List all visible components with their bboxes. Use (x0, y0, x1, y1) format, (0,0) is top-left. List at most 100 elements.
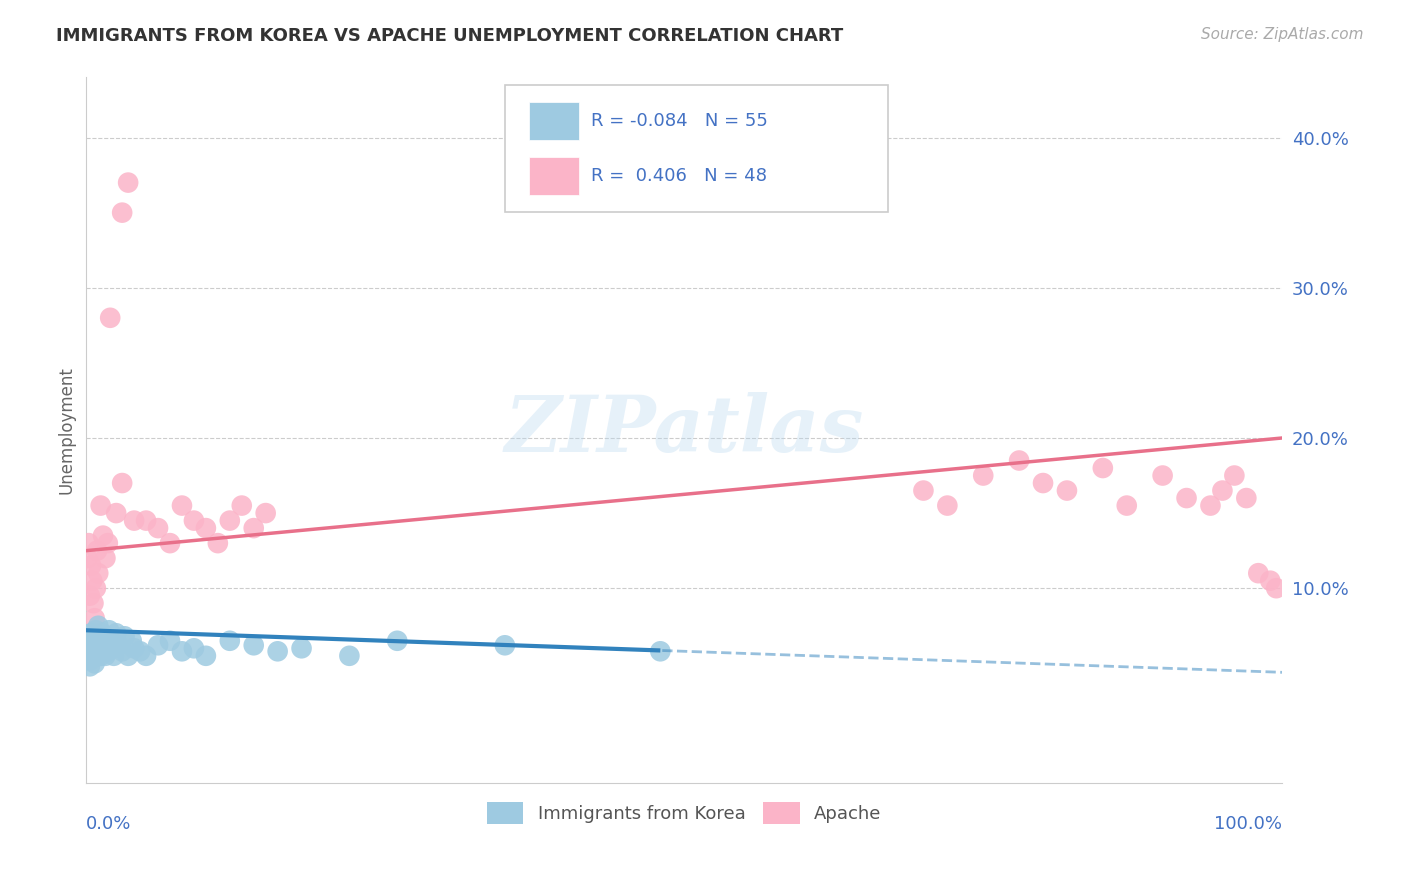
Point (266, 644, 288, 658)
Point (86, 629, 108, 643)
Legend: Immigrants from Korea, Apache: Immigrants from Korea, Apache (479, 795, 889, 831)
Y-axis label: Unemployment: Unemployment (58, 367, 75, 494)
Point (90, 648, 112, 663)
Point (80, 633, 103, 648)
Point (87, 566, 110, 581)
Point (105, 626, 128, 640)
Point (1199, 499, 1222, 513)
FancyBboxPatch shape (529, 156, 579, 194)
Point (290, 641, 312, 656)
Point (218, 633, 240, 648)
Point (84, 581, 107, 595)
Point (1115, 499, 1137, 513)
Point (339, 648, 361, 663)
Point (83, 633, 105, 648)
Point (207, 536, 229, 550)
Point (170, 499, 193, 513)
Point (105, 506, 128, 520)
Point (98, 624, 121, 638)
Point (79, 653, 101, 667)
Point (1032, 476, 1054, 491)
Point (387, 633, 409, 648)
Point (76, 648, 98, 663)
Point (96, 638, 118, 652)
Point (936, 499, 959, 513)
Point (76, 551, 98, 566)
Point (650, 644, 672, 658)
Point (183, 641, 205, 656)
Point (83, 657, 105, 671)
Point (912, 483, 935, 498)
Point (1258, 574, 1281, 588)
Point (79, 641, 101, 656)
Point (111, 205, 134, 219)
Point (97, 536, 120, 550)
Point (84, 641, 107, 656)
Point (254, 506, 277, 520)
Point (1223, 468, 1246, 483)
Point (1234, 491, 1257, 505)
Point (494, 638, 516, 652)
Point (77, 638, 100, 652)
Point (91, 641, 114, 656)
Point (1211, 483, 1233, 498)
Point (231, 499, 253, 513)
Point (80, 558, 103, 573)
Point (135, 514, 157, 528)
Point (94, 551, 117, 566)
Point (146, 521, 169, 535)
Point (82, 648, 104, 663)
Point (80, 626, 103, 640)
Point (89, 644, 111, 658)
Point (77, 536, 100, 550)
Text: 100.0%: 100.0% (1215, 815, 1282, 833)
Point (90, 499, 112, 513)
Point (170, 644, 193, 658)
Point (98, 633, 121, 648)
Text: R =  0.406   N = 48: R = 0.406 N = 48 (591, 167, 768, 185)
Point (1056, 483, 1078, 498)
FancyBboxPatch shape (529, 103, 579, 140)
Point (1008, 453, 1031, 467)
Point (98, 310, 121, 325)
Point (194, 521, 217, 535)
Point (183, 514, 205, 528)
Text: R = -0.084   N = 55: R = -0.084 N = 55 (591, 112, 768, 130)
Point (111, 644, 134, 658)
Point (1175, 491, 1198, 505)
Point (242, 638, 264, 652)
Point (103, 648, 125, 663)
Point (218, 514, 240, 528)
Point (194, 648, 217, 663)
Point (84, 624, 107, 638)
Text: Source: ZipAtlas.com: Source: ZipAtlas.com (1201, 27, 1364, 42)
Point (129, 644, 152, 658)
Point (87, 638, 110, 652)
Text: IMMIGRANTS FROM KOREA VS APACHE UNEMPLOYMENT CORRELATION CHART: IMMIGRANTS FROM KOREA VS APACHE UNEMPLOY… (56, 27, 844, 45)
Point (117, 176, 139, 190)
Point (77, 644, 100, 658)
Point (90, 633, 112, 648)
Point (114, 629, 136, 643)
Point (1247, 566, 1270, 581)
Point (94, 648, 117, 663)
Point (86, 543, 108, 558)
Point (1091, 461, 1114, 475)
Point (90, 626, 112, 640)
Point (107, 638, 129, 652)
Point (82, 644, 104, 658)
Point (83, 611, 105, 625)
Text: 0.0%: 0.0% (86, 815, 132, 833)
Point (972, 468, 994, 483)
Point (122, 641, 145, 656)
Point (101, 641, 124, 656)
Point (82, 638, 104, 652)
Point (117, 648, 139, 663)
Point (122, 514, 145, 528)
Point (82, 629, 104, 643)
Point (159, 633, 181, 648)
Point (1265, 581, 1288, 595)
Point (93, 629, 115, 643)
Point (97, 644, 120, 658)
Point (79, 659, 101, 673)
